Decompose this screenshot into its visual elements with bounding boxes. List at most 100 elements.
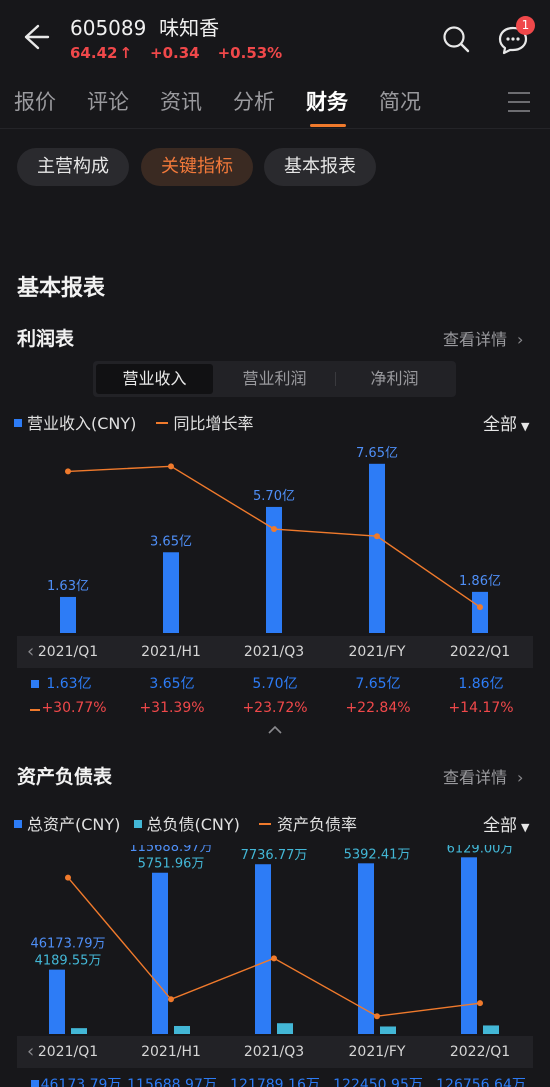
pill-main-business[interactable]: 主营构成 xyxy=(17,148,129,186)
value-cell: +14.17% xyxy=(448,700,514,716)
balance-assets-values: 46173.79万 115688.97万 121789.16万 122450.9… xyxy=(0,1074,550,1087)
value-cell: +23.72% xyxy=(242,700,308,716)
legend-marker xyxy=(30,709,40,711)
balance-range-dropdown[interactable]: 全部 ▼ xyxy=(483,816,530,836)
total-liabilities-bar xyxy=(380,1026,396,1034)
revenue-bar xyxy=(266,506,282,633)
yoy-growth-point xyxy=(168,463,174,470)
segment-net-profit[interactable]: 净利润 xyxy=(370,369,419,388)
revenue-bar xyxy=(472,591,488,633)
segment-operating-profit[interactable]: 营业利润 xyxy=(242,369,307,388)
tabs-divider xyxy=(0,128,550,129)
menu-icon[interactable] xyxy=(507,91,531,113)
search-icon[interactable] xyxy=(441,24,471,54)
debt-ratio-line xyxy=(67,877,481,1017)
tab-news[interactable]: 资讯 xyxy=(160,90,202,114)
income-title: 利润表 xyxy=(17,328,75,350)
x-tick: 2021/Q1 xyxy=(37,1044,99,1060)
chevron-left-icon[interactable]: ‹ xyxy=(27,641,35,662)
income-segment-control: 营业收入 营业利润 净利润 xyxy=(93,361,456,397)
x-tick: 2021/Q3 xyxy=(243,1044,305,1060)
revenue-bar xyxy=(369,463,385,633)
bar-data-label: 1.63亿 xyxy=(47,579,89,594)
caret-down-icon: ▼ xyxy=(521,420,530,433)
balance-detail-link[interactable]: 查看详情 › xyxy=(443,768,524,787)
legend-yoy-growth: 同比增长率 xyxy=(155,414,254,433)
total-assets-bar xyxy=(152,872,168,1034)
income-revenue-values: 1.63亿 3.65亿 5.70亿 7.65亿 1.86亿 xyxy=(0,673,550,695)
total-liabilities-bar xyxy=(483,1025,499,1034)
x-tick: 2022/Q1 xyxy=(449,1044,511,1060)
x-tick: 2021/Q1 xyxy=(37,644,99,660)
legend-marker xyxy=(31,1080,39,1087)
total-liabilities-bar xyxy=(174,1025,190,1034)
value-cell: 121789.16万 xyxy=(230,1077,320,1087)
revenue-bar xyxy=(60,596,76,633)
tab-finance[interactable]: 财务 xyxy=(306,90,348,114)
total-liabilities-bar xyxy=(71,1028,87,1034)
value-cell: 115688.97万 xyxy=(127,1077,217,1087)
balance-x-axis: ‹ 2021/Q1 2021/H1 2021/Q3 2021/FY 2022/Q… xyxy=(17,1036,533,1068)
value-cell: 5.70亿 xyxy=(252,676,298,692)
income-chart: 1.63亿 3.65亿 5.70亿 7.65亿 1.86亿 xyxy=(47,446,501,633)
value-cell: +22.84% xyxy=(345,700,411,716)
pill-basic-statements[interactable]: 基本报表 xyxy=(264,148,376,186)
income-range-dropdown[interactable]: 全部 ▼ xyxy=(483,415,530,435)
active-tab-indicator xyxy=(310,124,346,127)
liabilities-data-label: 4189.55万 xyxy=(35,954,102,969)
back-arrow-icon[interactable] xyxy=(20,22,50,52)
bar-data-label: 3.65亿 xyxy=(150,534,192,549)
value-cell: 7.65亿 xyxy=(355,676,401,692)
x-tick: 2021/H1 xyxy=(141,644,201,660)
income-growth-values: +30.77% +31.39% +23.72% +22.84% +14.17% xyxy=(0,700,550,722)
balance-legend: 总资产(CNY) 总负债(CNY) 资产负债率 xyxy=(14,811,371,835)
tab-profile[interactable]: 简况 xyxy=(379,90,421,114)
yoy-growth-point xyxy=(477,604,483,611)
value-cell: +30.77% xyxy=(41,700,107,716)
legend-debt-ratio: 资产负债率 xyxy=(259,815,357,834)
tab-quote[interactable]: 报价 xyxy=(14,90,56,114)
pill-key-indicators[interactable]: 关键指标 xyxy=(141,148,253,186)
debt-ratio-point xyxy=(65,874,71,881)
revenue-bar xyxy=(163,552,179,633)
yoy-growth-point xyxy=(65,468,71,475)
liabilities-data-label: 6129.00万 xyxy=(447,845,514,856)
liabilities-data-label: 7736.77万 xyxy=(241,848,308,863)
stock-quote: 64.42 ↑ +0.34 +0.53% xyxy=(70,44,300,62)
stock-name: 味知香 xyxy=(159,16,220,40)
x-tick: 2021/FY xyxy=(348,644,406,660)
legend-total-assets: 总资产(CNY) xyxy=(14,815,120,834)
yoy-growth-point xyxy=(271,526,277,533)
main-tabs: 报价 评论 资讯 分析 财务 简况 xyxy=(0,86,550,126)
total-assets-bar xyxy=(358,863,374,1034)
value-cell: 126756.64万 xyxy=(436,1077,526,1087)
x-tick: 2021/FY xyxy=(348,1044,406,1060)
segment-revenue[interactable]: 营业收入 xyxy=(96,364,213,394)
chevron-left-icon[interactable]: ‹ xyxy=(27,1041,35,1062)
yoy-growth-point xyxy=(374,533,380,540)
debt-ratio-point xyxy=(168,996,174,1003)
total-assets-bar xyxy=(49,969,65,1034)
bar-data-label: 1.86亿 xyxy=(459,574,501,589)
debt-ratio-point xyxy=(374,1013,380,1020)
total-assets-bar xyxy=(461,857,477,1034)
income-legend: 营业收入(CNY) 同比增长率 xyxy=(14,410,268,434)
bar-data-label: 7.65亿 xyxy=(356,446,398,461)
x-tick: 2022/Q1 xyxy=(449,644,511,660)
change-pct: +0.53% xyxy=(217,44,283,62)
section-title: 基本报表 xyxy=(17,276,106,301)
liabilities-data-label: 5392.41万 xyxy=(344,847,411,862)
message-icon[interactable] xyxy=(497,24,529,56)
tab-comments[interactable]: 评论 xyxy=(87,90,129,114)
chevron-right-icon: › xyxy=(517,330,524,349)
value-cell: 46173.79万 xyxy=(40,1077,122,1087)
chevron-right-icon: › xyxy=(517,768,524,787)
tab-analysis[interactable]: 分析 xyxy=(233,90,275,114)
liabilities-data-label: 5751.96万 xyxy=(138,857,205,872)
notification-badge: 1 xyxy=(516,16,535,35)
x-tick: 2021/H1 xyxy=(141,1044,201,1060)
income-detail-link[interactable]: 查看详情 › xyxy=(443,330,524,349)
total-assets-bar xyxy=(255,864,271,1034)
value-cell: 3.65亿 xyxy=(149,676,195,692)
collapse-chevron-icon[interactable] xyxy=(267,725,283,735)
